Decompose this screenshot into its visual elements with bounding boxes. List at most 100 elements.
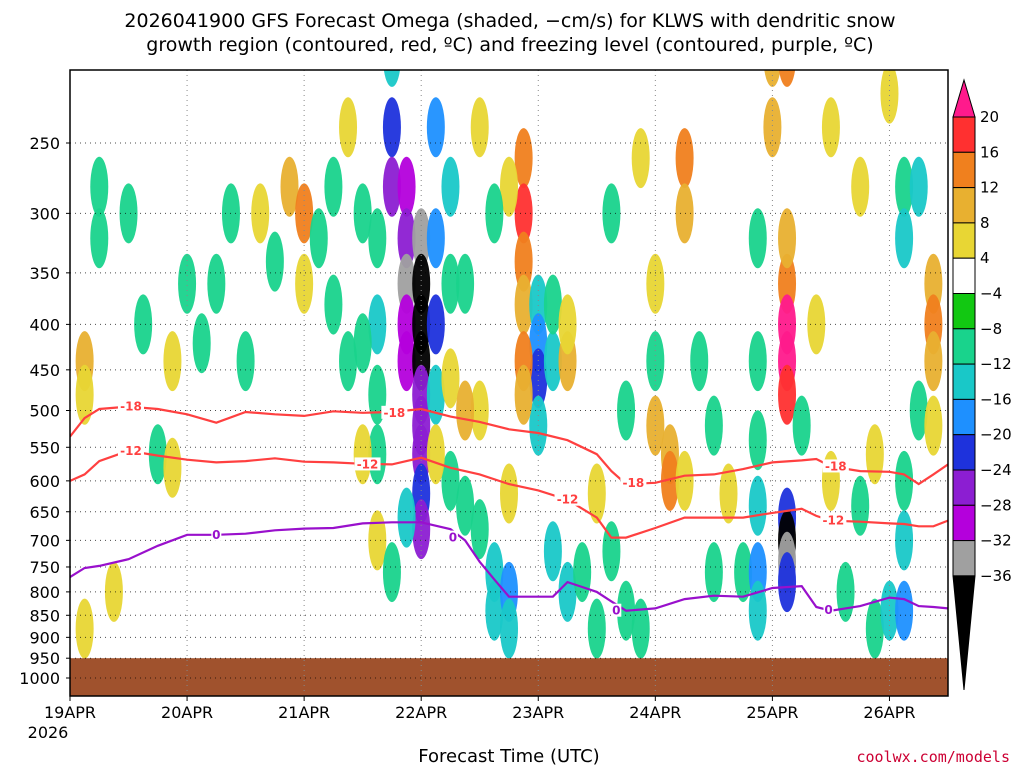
omega-cell [280,156,299,217]
omega-cell [236,331,255,392]
omega-cell [368,294,387,355]
omega-cell [353,313,372,374]
omega-cell [368,208,387,269]
omega-cell [821,97,840,158]
chart-title: 2026041900 GFS Forecast Omega (shaded, −… [124,10,895,56]
contour-line-0 [70,521,948,612]
contour-label--12: -12 [823,514,845,528]
omega-cell [704,542,723,603]
omega-cell [763,97,782,158]
omega-cell [456,253,475,314]
omega-cell [441,348,460,409]
x-tick-label: 20APR [161,703,213,722]
y-tick-label: 800 [29,583,60,602]
title-line-1: 2026041900 GFS Forecast Omega (shaded, −… [124,10,895,32]
contour-label-bg [823,602,834,616]
omega-cell [295,183,314,244]
omega-cell [617,380,636,441]
omega-cell [426,364,445,425]
colorbar-segment [952,257,976,295]
omega-cell [426,208,445,269]
colorbar-segment [952,187,976,224]
omega-cell [353,424,372,485]
y-tick-label: 500 [29,402,60,421]
colorbar-segment [952,540,976,577]
omega-cell [778,208,797,269]
credit-text: coolwx.com/models [856,748,1010,766]
omega-cell [514,274,533,335]
contour-label-bg [381,405,408,419]
omega-cell [514,128,533,189]
contour-label--18: -18 [120,400,142,414]
omega-cell [265,231,284,292]
omega-cell [470,97,489,158]
omega-cell [909,156,928,217]
omega-cell [514,364,533,425]
omega-cell [470,380,489,441]
colorbar-segment [952,504,976,542]
colorbar-segment [952,328,976,365]
colorbar-label: 12 [980,179,999,197]
omega-cell [75,364,94,425]
omega-cell [412,208,431,269]
omega-cell [764,70,781,87]
omega-cell [895,450,914,511]
y-tick-label: 550 [29,438,60,457]
x-tick-label: 19APR [44,703,96,722]
x-tick-label: 24APR [629,703,681,722]
colorbar-label: −36 [980,567,1012,585]
omega-cell [748,208,767,269]
omega-cell [748,331,767,392]
y-tick-label: 450 [29,361,60,380]
omega-cell [207,253,226,314]
omega-cell [895,580,914,641]
omega-cell [558,561,577,622]
colorbar: 20 16 12 8 4 −4 −8 −12 −16 −20 −24 −28 −32 −36 [952,78,1012,691]
omega-cell [178,253,197,314]
y-tick-label: 300 [29,204,60,223]
omega-cell [602,183,621,244]
omega-cell [324,156,343,217]
y-tick-label: 750 [29,558,60,577]
contour-label-bg [822,459,849,473]
omega-cell [119,183,138,244]
ground-rect [70,658,948,696]
y-tick-label: 350 [29,264,60,283]
y-tick-label: 950 [29,649,60,668]
year-label: 2026 [28,723,69,742]
colorbar-top-arrow [952,78,976,118]
omega-cell [397,331,416,392]
omega-cell [382,542,401,603]
contour-label-bg [117,399,144,413]
omega-cell [573,542,592,603]
omega-cell [500,156,518,217]
contour-label-bg [354,457,381,471]
x-tick-label: 21APR [278,703,330,722]
contour-label-0: 0 [212,528,220,542]
contour-label-0: 0 [612,604,620,618]
colorbar-label: 4 [980,249,990,267]
contour-label-0: 0 [824,603,832,617]
y-tick-label: 1000 [19,669,60,688]
colorbar-segment [952,434,976,471]
omega-cell [309,208,328,269]
omega-cell [441,156,460,217]
x-axis: 19APR 20APR 21APR 22APR 23APR 24APR 25APR 26APR [44,696,916,722]
y-tick-label: 250 [29,134,60,153]
title-line-2: growth region (contoured, red, ºC) and f… [146,34,873,56]
omega-cell [500,463,518,524]
colorbar-segment [952,363,976,400]
omega-cell [397,208,416,269]
colorbar-label: −24 [980,461,1012,479]
colorbar-label: −8 [980,320,1002,338]
omega-cell [880,70,899,124]
contour-label--18: -18 [384,406,406,420]
y-tick-label: 900 [29,628,60,647]
contour-label-bg [820,513,847,527]
colorbar-bottom-arrow [952,575,976,691]
omega-cell [529,348,548,409]
plot-frame [69,69,949,697]
omega-cell [295,253,314,314]
omega-cell [587,598,606,659]
omega-cell [631,598,650,659]
